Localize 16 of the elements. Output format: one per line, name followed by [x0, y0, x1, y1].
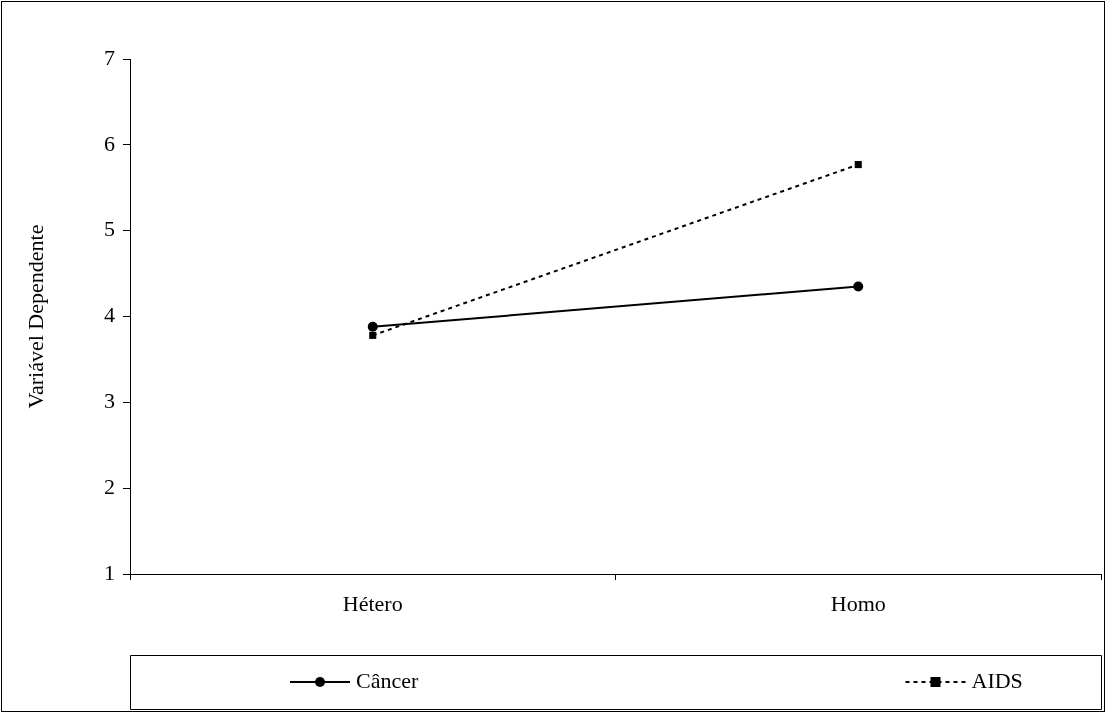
y-tick-label: 3	[104, 388, 115, 414]
y-tick-label: 4	[104, 302, 115, 328]
point	[369, 331, 377, 339]
y-tick-label: 5	[104, 216, 115, 242]
point	[367, 321, 378, 332]
y-tick-label: 2	[104, 473, 115, 499]
x-tick-label: Homo	[830, 590, 886, 616]
y-tick-label: 7	[104, 44, 115, 70]
point	[854, 161, 862, 169]
x-tick-label: Hétero	[342, 590, 403, 616]
y-axis-title: Variável Dependente	[22, 224, 48, 409]
point	[853, 281, 864, 292]
y-tick-label: 1	[104, 559, 115, 585]
y-tick-label: 6	[104, 130, 115, 156]
legend-label: Câncer	[356, 667, 419, 693]
legend-label: AIDS	[971, 667, 1023, 693]
